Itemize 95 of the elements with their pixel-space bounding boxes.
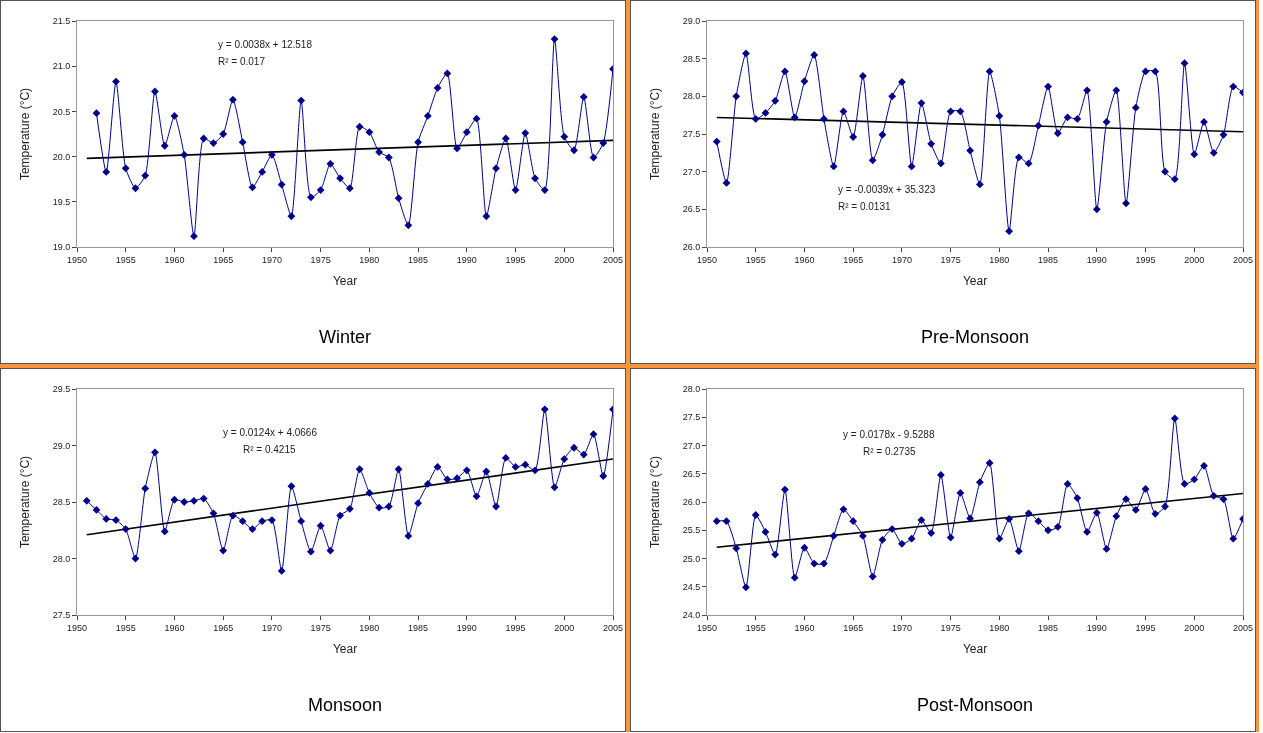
y-tick-label: 24.0 (682, 610, 701, 621)
x-tick-label: 1960 (794, 254, 815, 265)
y-axis-title: Temperature (°C) (17, 455, 32, 549)
y-tick-label: 29.0 (52, 440, 71, 451)
y-axis-title: Temperature (°C) (647, 87, 662, 181)
y-tick-label: 28.0 (682, 91, 701, 102)
x-tick-label: 1970 (891, 254, 912, 265)
x-tick-label: 1980 (359, 254, 380, 265)
text: Pre-Monsoon (921, 327, 1030, 347)
x-tick-label: 1955 (115, 622, 136, 633)
y-tick-label: 28.0 (52, 553, 71, 564)
x-tick-label: 1960 (164, 254, 185, 265)
x-tick-label: 1985 (1038, 622, 1059, 633)
annotation: y = 0.0124x + 4.0666 (223, 427, 318, 438)
y-tick-label: 28.5 (682, 53, 701, 64)
y-tick-label: 25.0 (682, 553, 701, 564)
x-tick-label: 1990 (1086, 254, 1107, 265)
x-tick-label: 1980 (989, 622, 1010, 633)
x-tick-label: 2000 (554, 254, 575, 265)
x-axis-title: Year (332, 641, 358, 656)
x-tick-label: 1965 (213, 622, 234, 633)
x-tick-label: 1950 (696, 254, 718, 265)
y-tick-label: 19.0 (52, 242, 71, 253)
x-tick-label: 1990 (456, 254, 477, 265)
x-tick-label: 1965 (843, 254, 864, 265)
x-axis-title: Year (332, 273, 358, 288)
x-tick-label: 1975 (310, 254, 331, 265)
y-tick-label: 26.5 (682, 468, 701, 479)
annotation: R² = 0.4215 (243, 444, 296, 455)
x-tick-label: 1985 (408, 622, 429, 633)
x-tick-label: 1975 (310, 622, 331, 633)
text: Monsoon (308, 695, 383, 715)
annotation: y = -0.0039x + 35.323 (838, 184, 936, 195)
x-tick-label: 1975 (940, 254, 961, 265)
x-tick-label: 2000 (1184, 254, 1205, 265)
annotation: R² = 0.017 (218, 56, 266, 67)
x-tick-label: 1990 (456, 622, 477, 633)
x-tick-label: 2005 (1232, 622, 1254, 633)
y-tick-label: 26.0 (682, 497, 701, 508)
x-tick-label: 1980 (989, 254, 1010, 265)
x-tick-label: 1970 (261, 622, 282, 633)
annotation: y = 0.0178x - 9.5288 (843, 429, 935, 440)
x-tick-label: 2005 (1232, 254, 1254, 265)
annotation: y = 0.0038x + 12.518 (218, 39, 313, 50)
x-tick-label: 1950 (66, 254, 88, 265)
x-tick-label: 1960 (794, 622, 815, 633)
x-tick-label: 1950 (66, 622, 88, 633)
text: Post-Monsoon (917, 695, 1034, 715)
y-tick-label: 21.5 (52, 16, 71, 27)
y-axis-title: Temperature (°C) (647, 455, 662, 549)
x-tick-label: 1970 (891, 622, 912, 633)
x-tick-label: 2005 (602, 254, 624, 265)
y-tick-label: 27.5 (52, 610, 71, 621)
y-tick-label: 27.5 (682, 412, 701, 423)
x-tick-label: 1955 (745, 254, 766, 265)
y-tick-label: 28.0 (682, 384, 701, 395)
x-tick-label: 1960 (164, 622, 185, 633)
x-tick-label: 1985 (408, 254, 429, 265)
y-tick-label: 28.5 (52, 497, 71, 508)
x-tick-label: 1965 (213, 254, 234, 265)
x-tick-label: 1995 (505, 622, 526, 633)
y-tick-label: 21.0 (52, 61, 71, 72)
annotation: R² = 0.2735 (863, 446, 916, 457)
x-tick-label: 1950 (696, 622, 718, 633)
x-tick-label: 1975 (940, 622, 961, 633)
x-tick-label: 1965 (843, 622, 864, 633)
x-tick-label: 1990 (1086, 622, 1107, 633)
x-tick-label: 1955 (745, 622, 766, 633)
y-tick-label: 24.5 (682, 581, 701, 592)
x-tick-label: 2000 (554, 622, 575, 633)
x-tick-label: 1955 (115, 254, 136, 265)
x-tick-label: 1980 (359, 622, 380, 633)
x-axis-title: Year (962, 273, 988, 288)
y-tick-label: 27.0 (682, 166, 701, 177)
y-axis-title: Temperature (°C) (17, 87, 32, 181)
x-tick-label: 2005 (602, 622, 624, 633)
y-tick-label: 26.0 (682, 242, 701, 253)
y-tick-label: 29.0 (682, 16, 701, 27)
x-tick-label: 2000 (1184, 622, 1205, 633)
y-tick-label: 20.5 (52, 106, 71, 117)
y-tick-label: 27.0 (682, 440, 701, 451)
x-axis-title: Year (962, 641, 988, 656)
y-tick-label: 19.5 (52, 196, 71, 207)
text: Winter (319, 327, 372, 347)
x-tick-label: 1985 (1038, 254, 1059, 265)
y-tick-label: 29.5 (52, 384, 71, 395)
y-tick-label: 25.5 (682, 525, 701, 536)
y-tick-label: 27.5 (682, 129, 701, 140)
x-tick-label: 1995 (1135, 254, 1156, 265)
y-tick-label: 26.5 (682, 204, 701, 215)
x-tick-label: 1995 (1135, 622, 1156, 633)
y-tick-label: 20.0 (52, 151, 71, 162)
x-tick-label: 1995 (505, 254, 526, 265)
x-tick-label: 1970 (261, 254, 282, 265)
annotation: R² = 0.0131 (838, 201, 891, 212)
